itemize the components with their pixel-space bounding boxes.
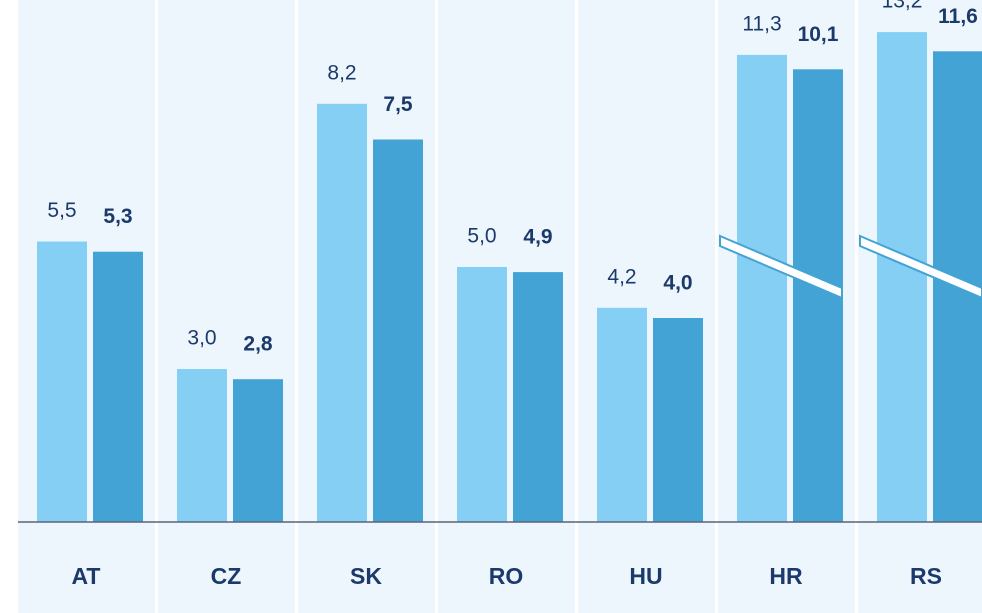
value-label: 5,0 xyxy=(467,225,496,248)
value-label: 8,2 xyxy=(327,61,356,84)
value-label: 13,2 xyxy=(882,0,923,13)
x-tick-label: RS xyxy=(910,563,942,589)
value-label: 7,5 xyxy=(383,93,413,116)
bar xyxy=(177,369,227,522)
x-tick-label: RO xyxy=(489,563,524,589)
value-label: 4,9 xyxy=(523,226,552,249)
bar xyxy=(513,272,563,522)
x-tick-label: HU xyxy=(629,563,662,589)
x-tick-label: HR xyxy=(769,563,803,589)
bar xyxy=(457,267,507,522)
bar xyxy=(93,251,143,522)
x-tick-label: CZ xyxy=(211,563,242,589)
bar xyxy=(653,318,703,522)
value-label: 10,1 xyxy=(798,23,839,46)
value-label: 5,5 xyxy=(47,199,76,222)
bar xyxy=(373,139,423,522)
value-label: 11,3 xyxy=(742,12,781,35)
value-label: 5,3 xyxy=(103,205,132,228)
x-tick-label: SK xyxy=(350,563,382,589)
bar xyxy=(877,32,927,522)
value-label: 4,2 xyxy=(607,265,636,288)
bar xyxy=(233,379,283,522)
x-tick-label: AT xyxy=(72,563,101,589)
value-label: 4,0 xyxy=(663,272,692,295)
axis-break xyxy=(719,234,843,300)
bar xyxy=(317,103,367,523)
bar xyxy=(737,54,787,523)
value-label: 3,0 xyxy=(187,327,216,350)
bar xyxy=(37,241,87,522)
axis-break xyxy=(859,234,982,300)
value-label: 11,6 xyxy=(938,5,978,28)
value-label: 2,8 xyxy=(243,333,273,356)
bar xyxy=(597,307,647,522)
